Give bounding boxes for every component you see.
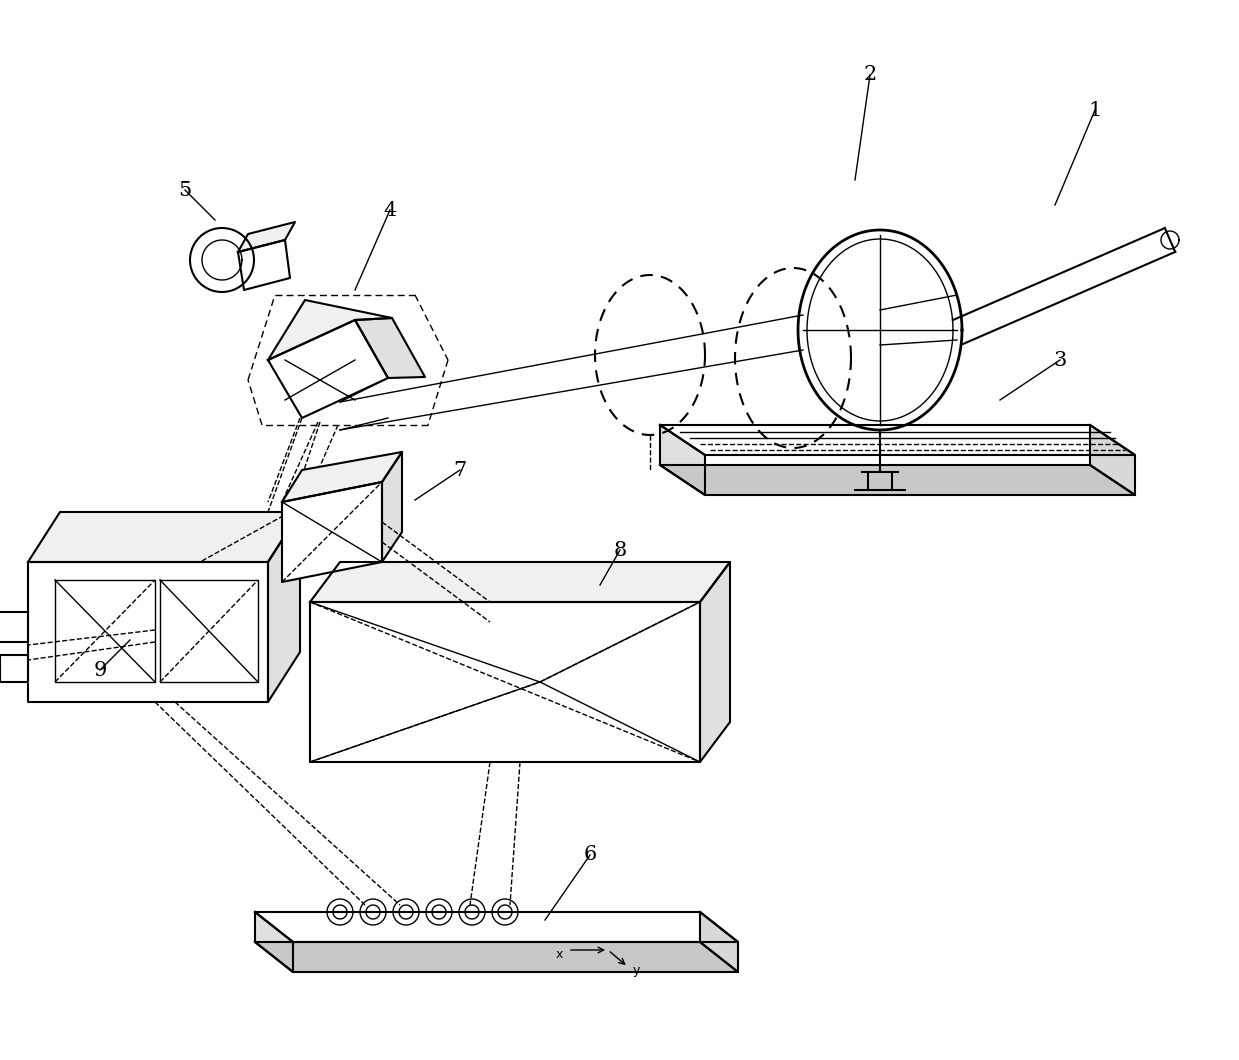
Polygon shape (660, 425, 705, 495)
Polygon shape (268, 512, 300, 702)
Text: 4: 4 (383, 200, 396, 219)
Polygon shape (268, 320, 388, 418)
Polygon shape (356, 318, 425, 378)
Polygon shape (238, 222, 295, 252)
Text: 6: 6 (584, 846, 597, 865)
Polygon shape (28, 512, 300, 562)
Polygon shape (1090, 425, 1135, 495)
Polygon shape (238, 240, 290, 290)
Polygon shape (255, 942, 738, 972)
Text: y: y (633, 964, 641, 977)
Polygon shape (660, 465, 1135, 495)
Polygon shape (282, 482, 382, 582)
Polygon shape (255, 912, 292, 972)
Polygon shape (268, 300, 392, 360)
Polygon shape (700, 912, 738, 972)
Polygon shape (282, 452, 401, 502)
Text: 1: 1 (1088, 101, 1101, 120)
Polygon shape (660, 425, 1135, 455)
Text: 7: 7 (453, 460, 467, 479)
Polygon shape (0, 655, 28, 682)
Text: 2: 2 (864, 66, 877, 85)
Polygon shape (310, 562, 730, 602)
Polygon shape (255, 912, 738, 942)
Text: 8: 8 (613, 541, 627, 560)
Text: 3: 3 (1053, 351, 1067, 370)
Polygon shape (382, 452, 401, 562)
Text: 5: 5 (178, 180, 192, 199)
Polygon shape (0, 612, 28, 642)
Polygon shape (700, 562, 730, 762)
Polygon shape (310, 602, 700, 762)
Polygon shape (28, 562, 268, 702)
Text: x: x (556, 948, 564, 961)
Text: 9: 9 (93, 660, 107, 679)
